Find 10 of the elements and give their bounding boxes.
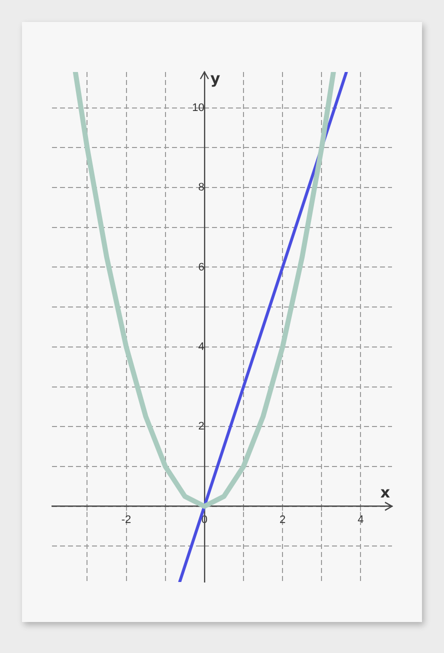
x-tick-label: 4 [358,514,364,526]
y-tick-label: 10 [192,102,204,114]
x-tick-label: 2 [280,514,286,526]
y-axis-title: y [210,69,220,88]
x-axis-title: x [380,484,390,502]
y-tick-label: 8 [198,182,204,194]
x-tick-label: -2 [121,514,132,526]
y-tick-label: 4 [198,340,204,353]
y-tick-label: 2 [198,420,204,433]
y-tick-label: 6 [198,261,204,274]
